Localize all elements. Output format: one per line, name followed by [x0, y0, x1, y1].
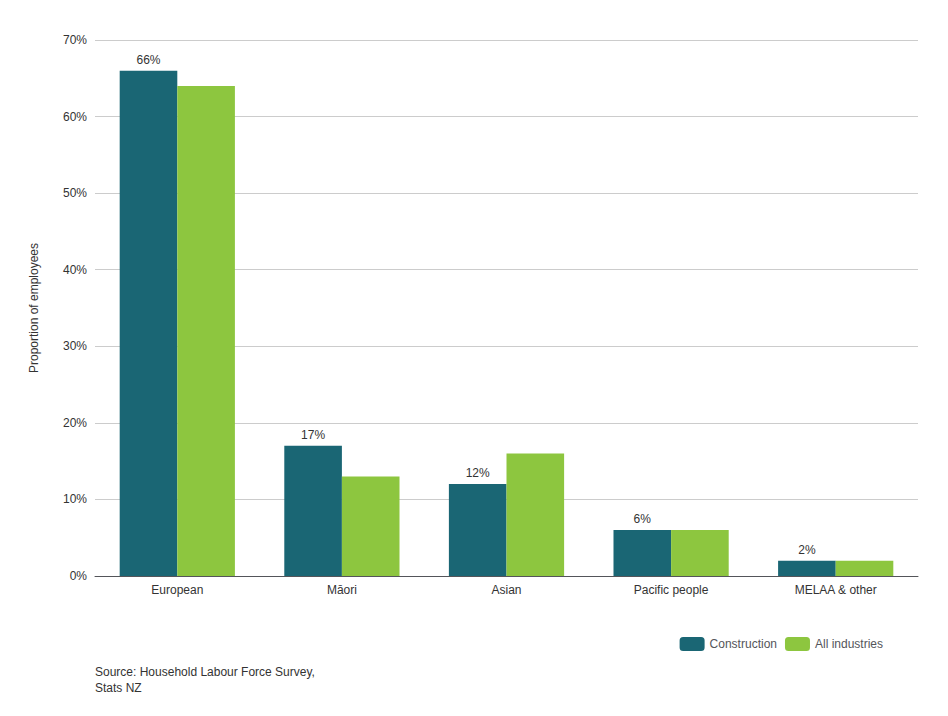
- svg-text:All industries: All industries: [815, 637, 883, 651]
- svg-text:2%: 2%: [798, 543, 816, 557]
- svg-text:40%: 40%: [63, 263, 87, 277]
- svg-text:Proportion of employees: Proportion of employees: [27, 243, 41, 373]
- svg-text:70%: 70%: [63, 33, 87, 47]
- svg-text:12%: 12%: [466, 466, 490, 480]
- svg-text:20%: 20%: [63, 416, 87, 430]
- svg-text:0%: 0%: [70, 569, 88, 583]
- svg-text:60%: 60%: [63, 110, 87, 124]
- svg-text:17%: 17%: [301, 428, 325, 442]
- svg-text:European: European: [151, 583, 203, 597]
- svg-text:Asian: Asian: [491, 583, 521, 597]
- svg-text:50%: 50%: [63, 186, 87, 200]
- svg-text:Māori: Māori: [327, 583, 357, 597]
- svg-text:10%: 10%: [63, 492, 87, 506]
- svg-text:Source: Household Labour Force: Source: Household Labour Force Survey,: [95, 665, 315, 679]
- svg-text:Pacific people: Pacific people: [634, 583, 709, 597]
- svg-text:30%: 30%: [63, 339, 87, 353]
- svg-text:6%: 6%: [634, 512, 652, 526]
- svg-text:Stats NZ: Stats NZ: [95, 681, 142, 695]
- svg-text:MELAA & other: MELAA & other: [795, 583, 877, 597]
- svg-text:Construction: Construction: [710, 637, 777, 651]
- svg-text:66%: 66%: [136, 53, 160, 67]
